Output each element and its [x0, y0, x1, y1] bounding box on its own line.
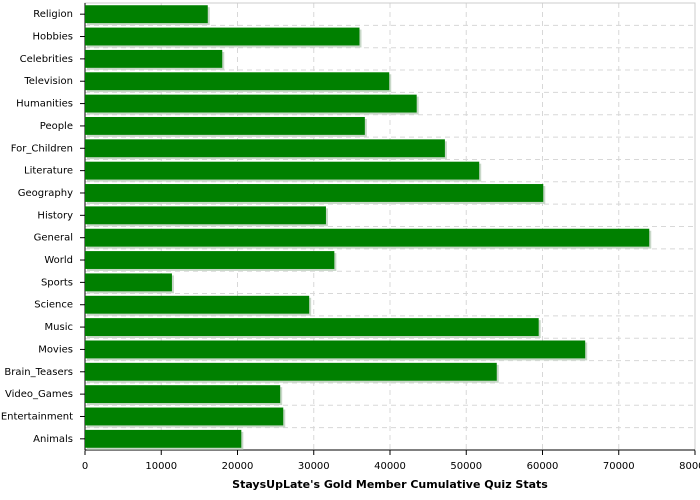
y-tick-label: Music — [45, 322, 73, 333]
bar — [85, 139, 445, 158]
y-tick-label: Television — [23, 76, 73, 87]
y-tick-label: Religion — [33, 9, 73, 20]
bar — [85, 273, 172, 292]
x-tick-label: 70000 — [603, 461, 635, 472]
bar — [85, 318, 539, 337]
x-tick-label: 40000 — [374, 461, 406, 472]
y-tick-label: Humanities — [16, 99, 73, 110]
bar — [85, 295, 310, 314]
y-tick-label: History — [37, 210, 73, 221]
x-tick-label: 50000 — [450, 461, 482, 472]
x-tick-label: 10000 — [145, 461, 177, 472]
y-tick-label: World — [44, 255, 73, 266]
y-tick-label: For_Children — [11, 143, 73, 154]
bar — [85, 385, 281, 404]
y-tick-label: Animals — [33, 434, 73, 445]
bar — [85, 184, 544, 202]
y-tick-label: Video_Games — [5, 389, 73, 400]
bar — [85, 340, 586, 359]
bar — [85, 72, 390, 91]
bar — [85, 5, 208, 24]
bar — [85, 429, 242, 448]
bar — [85, 407, 284, 426]
y-tick-label: Science — [34, 300, 73, 311]
y-tick-label: Entertainment — [1, 411, 73, 422]
x-tick-label: 20000 — [222, 461, 254, 472]
bar — [85, 27, 360, 46]
bar — [85, 251, 335, 269]
y-tick-label: General — [34, 233, 73, 244]
x-axis-title: StaysUpLate's Gold Member Cumulative Qui… — [232, 478, 548, 491]
x-tick-label: 0 — [82, 461, 88, 472]
y-tick-label: Literature — [24, 166, 73, 177]
x-tick-label: 80000 — [679, 461, 700, 472]
bar — [85, 116, 365, 135]
bar — [85, 362, 497, 381]
bar — [85, 49, 223, 68]
bar — [85, 228, 650, 247]
y-tick-label: Movies — [38, 344, 73, 355]
y-tick-label: Sports — [41, 277, 73, 288]
bar — [85, 206, 326, 225]
y-tick-label: People — [40, 121, 73, 132]
bar — [85, 161, 480, 180]
y-tick-label: Hobbies — [33, 32, 73, 43]
y-tick-label: Geography — [18, 188, 73, 199]
y-tick-label: Brain_Teasers — [4, 367, 73, 378]
x-tick-label: 30000 — [298, 461, 330, 472]
x-tick-label: 60000 — [527, 461, 559, 472]
bar — [85, 94, 417, 113]
y-tick-label: Celebrities — [20, 54, 73, 65]
